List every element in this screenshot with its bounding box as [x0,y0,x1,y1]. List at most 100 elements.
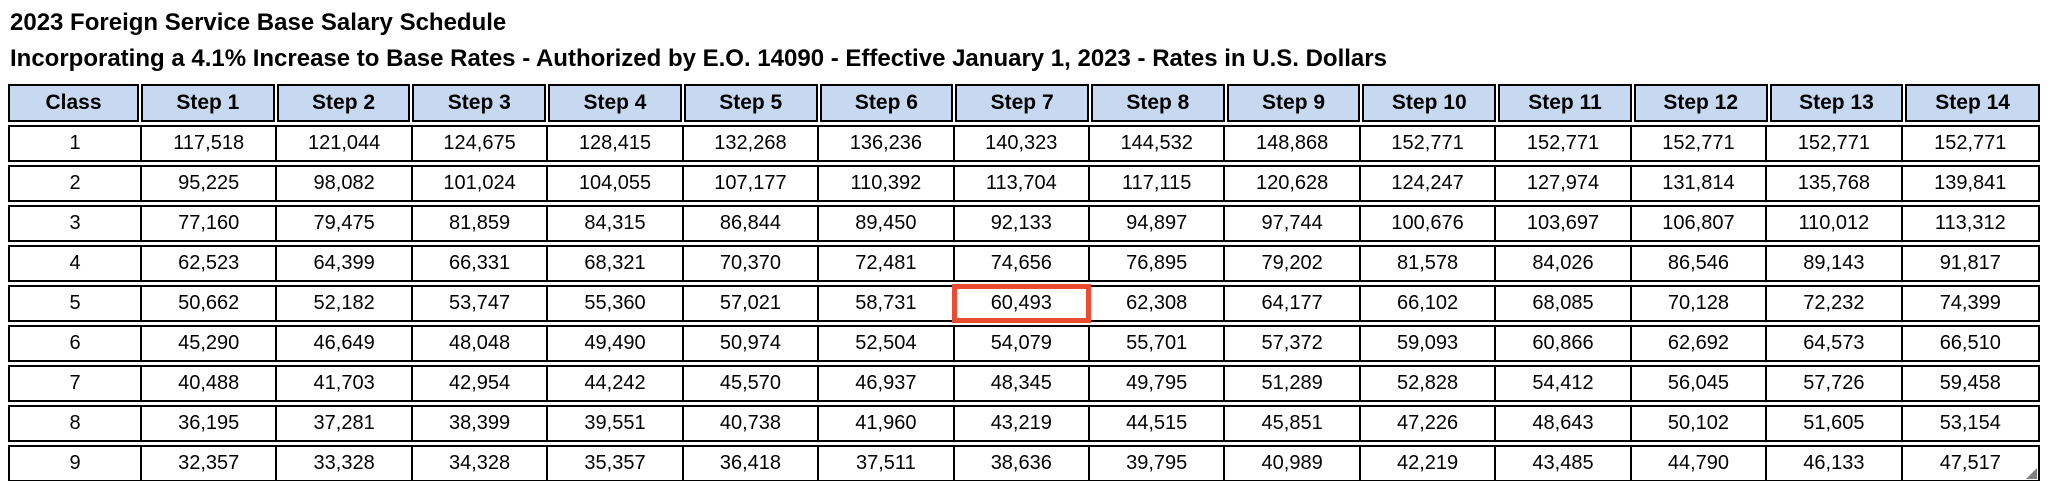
salary-cell-class4-step1: 62,523 [142,247,278,280]
salary-cell-class4-step12: 86,546 [1632,247,1768,280]
salary-cell-class9-step6: 37,511 [819,447,955,480]
salary-cell-class8-step7: 43,219 [955,407,1090,440]
salary-cell-class6-step3: 48,048 [413,327,549,360]
salary-cell-class3-step9: 97,744 [1225,207,1361,240]
salary-cell-class8-step1: 36,195 [142,407,278,440]
salary-cell-class5-step5: 57,021 [684,287,820,320]
salary-cell-class7-step6: 46,937 [819,367,955,400]
header-cell-step-7: Step 7 [955,84,1089,122]
header-cell-step-5: Step 5 [683,84,818,122]
salary-cell-class8-step9: 45,851 [1225,407,1361,440]
salary-cell-class2-step10: 124,247 [1361,167,1497,200]
salary-cell-class7-step2: 41,703 [277,367,413,400]
class-cell-8: 8 [10,407,142,440]
salary-cell-class4-step11: 84,026 [1496,247,1632,280]
page-subtitle: Incorporating a 4.1% Increase to Base Ra… [10,45,1387,72]
salary-cell-class6-step13: 64,573 [1767,327,1903,360]
salary-cell-class1-step6: 136,236 [819,127,955,160]
salary-cell-class7-step1: 40,488 [142,367,278,400]
salary-cell-class1-step8: 144,532 [1090,127,1226,160]
salary-cell-class8-step10: 47,226 [1361,407,1497,440]
salary-cell-class5-step6: 58,731 [819,287,955,320]
salary-cell-class4-step8: 76,895 [1090,247,1226,280]
salary-cell-class5-step1: 50,662 [142,287,278,320]
header-cell-step-1: Step 1 [141,84,275,122]
salary-cell-class2-step5: 107,177 [684,167,820,200]
table-row-class-4: 4 62,523 64,399 66,331 68,321 70,370 72,481 74,… [8,245,2040,282]
salary-cell-class4-step4: 68,321 [548,247,684,280]
salary-cell-class7-step10: 52,828 [1361,367,1497,400]
salary-cell-class3-step3: 81,859 [413,207,549,240]
salary-cell-class6-step4: 49,490 [548,327,684,360]
salary-cell-class7-step9: 51,289 [1225,367,1361,400]
salary-cell-class1-step5: 132,268 [684,127,820,160]
table-row-class-7: 7 40,488 41,703 42,954 44,242 45,570 46,937 48,… [8,365,2040,402]
salary-cell-class6-step1: 45,290 [142,327,278,360]
salary-cell-class7-step4: 44,242 [548,367,684,400]
salary-cell-class2-step8: 117,115 [1090,167,1226,200]
salary-cell-class3-step2: 79,475 [277,207,413,240]
salary-cell-class7-step13: 57,726 [1767,367,1903,400]
salary-cell-class6-step2: 46,649 [277,327,413,360]
salary-cell-class3-step12: 106,807 [1632,207,1768,240]
salary-cell-class9-step2: 33,328 [277,447,413,480]
salary-cell-class7-step8: 49,795 [1090,367,1226,400]
salary-cell-class5-step2: 52,182 [277,287,413,320]
salary-table: Class Step 1 Step 2 Step 3 Step 4 Step 5 Step … [8,84,2040,481]
class-cell-9: 9 [10,447,142,480]
header-cell-step-12: Step 12 [1633,84,1768,122]
salary-cell-class8-step12: 50,102 [1632,407,1768,440]
salary-cell-class9-step14: 47,517 [1903,447,2038,480]
header-cell-step-14: Step 14 [1905,84,2040,122]
class-cell-4: 4 [10,247,142,280]
header-cell-step-9: Step 9 [1226,84,1361,122]
salary-cell-class6-step8: 55,701 [1090,327,1226,360]
table-row-class-2: 2 95,225 98,082 101,024 104,055 107,177 110,39… [8,165,2040,202]
salary-cell-class4-step10: 81,578 [1361,247,1497,280]
salary-cell-class3-step14: 113,312 [1934,212,2006,234]
salary-cell-class4-step7: 74,656 [955,247,1090,280]
table-row-class-3: 3 77,160 79,475 81,859 84,315 86,844 89,450 92,… [8,205,2040,242]
resize-handle-icon [2026,468,2037,479]
salary-cell-class7-step14: 59,458 [1939,372,2001,394]
salary-cell-class2-step11: 127,974 [1496,167,1632,200]
salary-cell-class8-step2: 37,281 [277,407,413,440]
salary-cell-class1-step7: 140,323 [955,127,1090,160]
salary-cell-class6-step6: 52,504 [819,327,955,360]
salary-cell-class1-step14: 152,771 [1934,132,2007,154]
salary-cell-class8-step8: 44,515 [1090,407,1226,440]
salary-cell-class2-step1: 95,225 [142,167,278,200]
salary-cell-class9-step10: 42,219 [1361,447,1497,480]
salary-cell-class1-step11: 152,771 [1496,127,1632,160]
class-cell-5: 5 [10,287,142,320]
salary-cell-class9-step12: 44,790 [1632,447,1768,480]
table-row-class-9: 9 32,357 33,328 34,328 35,357 36,418 37,511 38,… [8,445,2040,481]
salary-cell-class7-step5: 45,570 [684,367,820,400]
salary-cell-class5-step12: 70,128 [1632,287,1768,320]
salary-cell-class7-step3: 42,954 [413,367,549,400]
salary-cell-class9-step8: 39,795 [1090,447,1226,480]
salary-cell-class5-step8: 62,308 [1090,287,1226,320]
salary-cell-class5-step9: 64,177 [1225,287,1361,320]
salary-cell-class6-step14: 66,510 [1939,332,2001,354]
salary-cell-class2-step12: 131,814 [1632,167,1768,200]
salary-cell-class3-step8: 94,897 [1090,207,1226,240]
salary-cell-class3-step1: 77,160 [142,207,278,240]
salary-cell-class1-step10: 152,771 [1361,127,1497,160]
salary-cell-class3-step4: 84,315 [548,207,684,240]
salary-cell-class8-step4: 39,551 [548,407,684,440]
header-cell-step-4: Step 4 [548,84,682,122]
salary-cell-class5-step4: 55,360 [548,287,684,320]
salary-cell-class4-step6: 72,481 [819,247,955,280]
table-row-class-1: 1 117,518 121,044 124,675 128,415 132,268 136,… [8,125,2040,162]
salary-cell-class4-step5: 70,370 [684,247,820,280]
salary-cell-class1-step4: 128,415 [548,127,684,160]
class-cell-7: 7 [10,367,142,400]
salary-cell-class3-step6: 89,450 [819,207,955,240]
salary-cell-class3-step13: 110,012 [1767,207,1903,240]
salary-cell-class7-step11: 54,412 [1496,367,1632,400]
salary-cell-class2-step3: 101,024 [413,167,549,200]
salary-cell-class9-step9: 40,989 [1225,447,1361,480]
table-row-class-5: 5 50,662 52,182 53,747 55,360 57,021 58,731 60,… [8,284,2040,323]
table-body: 1 117,518 121,044 124,675 128,415 132,268 136,… [8,125,2040,481]
